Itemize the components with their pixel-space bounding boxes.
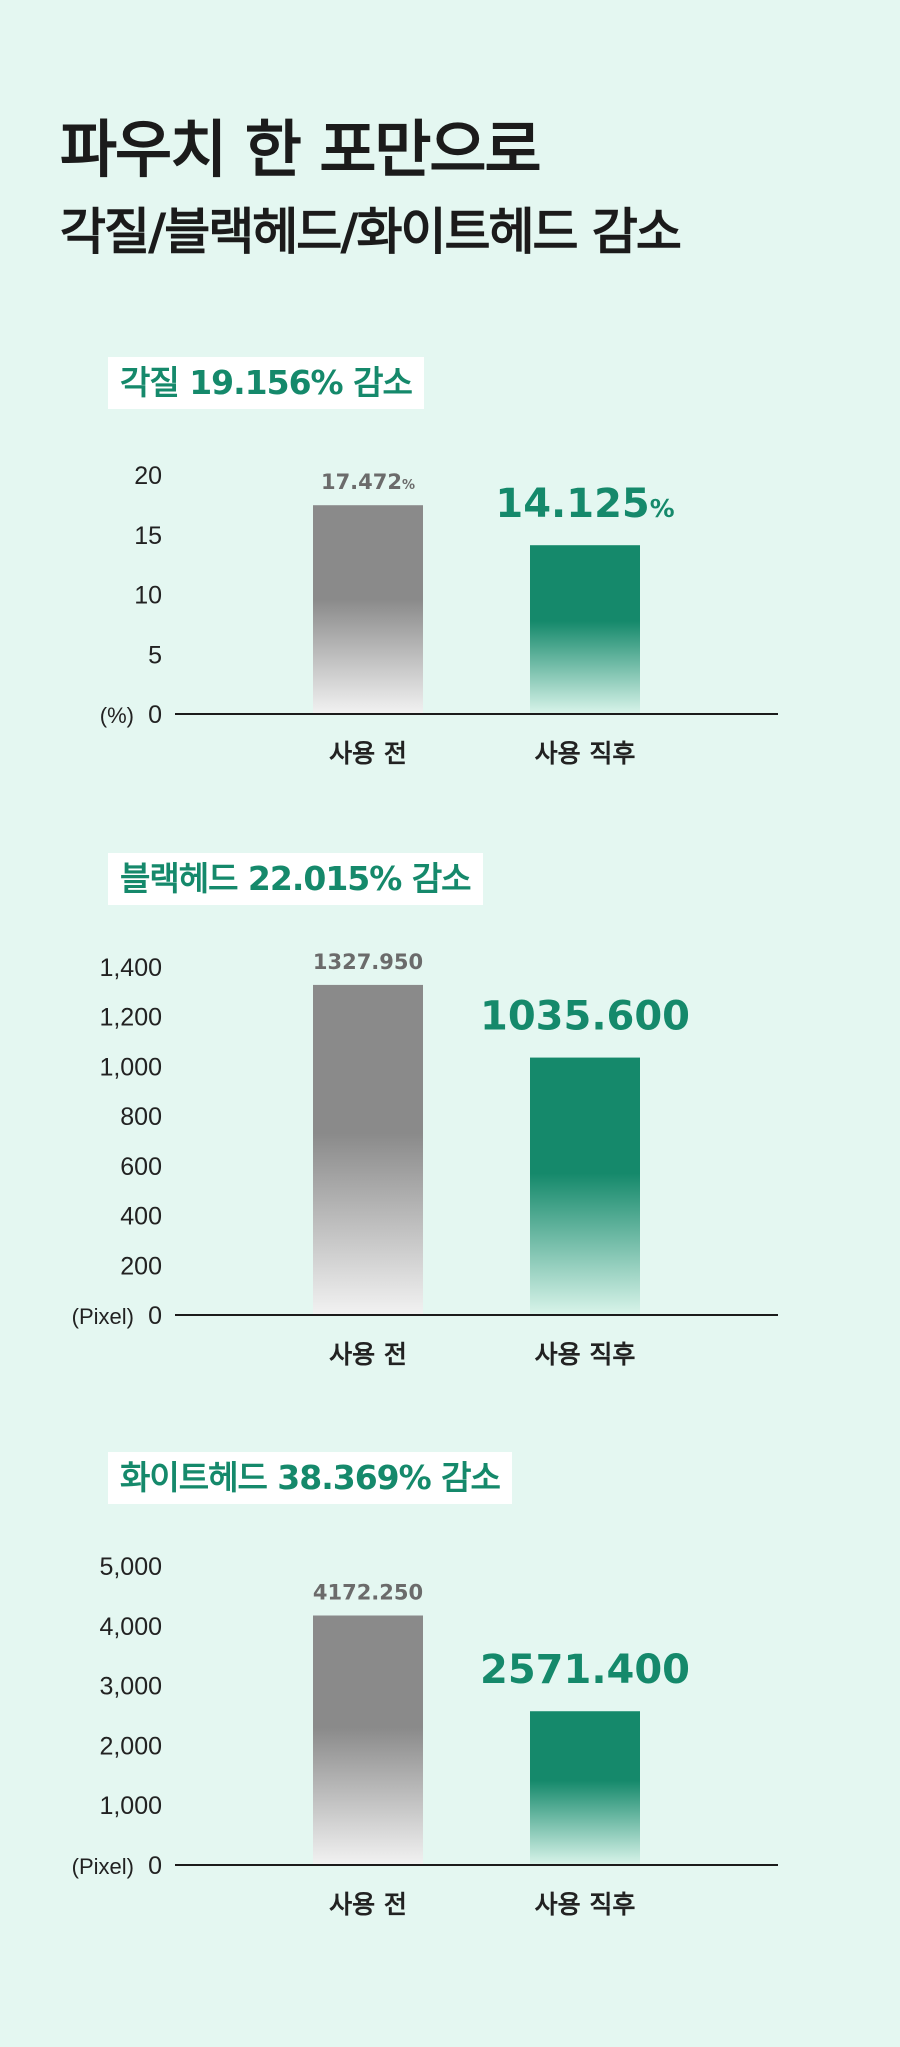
bar-after [530, 1711, 640, 1865]
chart-section-blackhead: 블랙헤드 22.015% 감소 0 200 400 600 800 1,000 1,200 1… [0, 853, 900, 1369]
chart-title: 각질 19.156% 감소 [108, 357, 424, 409]
y-unit-label: (%) [100, 703, 134, 728]
chart-section-whitehead: 화이트헤드 38.369% 감소 0 1,000 2,000 3,000 4,000 5,… [0, 1452, 900, 1932]
chart-title: 화이트헤드 38.369% 감소 [108, 1452, 512, 1504]
y-tick-label: 800 [120, 1103, 162, 1131]
x-category-label: 사용 직후 [535, 739, 636, 768]
y-tick-label: 20 [134, 462, 162, 490]
page-headline: 파우치 한 포만으로 각질/블랙헤드/화이트헤드 감소 [60, 108, 682, 272]
value-label-after: 2571.400 [480, 1647, 690, 1693]
bar-before [313, 1615, 423, 1865]
bar-chart-blackhead: 0 200 400 600 800 1,000 1,200 1,400 (Pixel) 1327.… [72, 950, 778, 1369]
value-label-after: 14.125% [495, 481, 674, 527]
value-label-before: 1327.950 [313, 950, 423, 974]
bar-after [530, 545, 640, 714]
y-tick-label: 1,000 [99, 1053, 162, 1081]
x-category-label: 사용 전 [329, 1890, 407, 1919]
y-unit-label: (Pixel) [72, 1854, 134, 1879]
bar-chart-whitehead: 0 1,000 2,000 3,000 4,000 5,000 (Pixel) 4172.25… [72, 1553, 778, 1919]
y-tick-label: 1,200 [99, 1004, 162, 1032]
value-label-before: 17.472% [321, 470, 415, 494]
y-tick-label: 0 [148, 1852, 162, 1880]
y-unit-label: (Pixel) [72, 1304, 134, 1329]
x-category-label: 사용 직후 [535, 1340, 636, 1369]
bar-after [530, 1057, 640, 1315]
chart-section-keratin: 각질 19.156% 감소 0 5 10 15 20 (%) 17.472% 사용 전 14.1… [0, 357, 900, 837]
y-tick-label: 3,000 [99, 1673, 162, 1701]
headline-line-2: 각질/블랙헤드/화이트헤드 감소 [60, 203, 682, 261]
x-category-label: 사용 직후 [535, 1890, 636, 1919]
y-tick-label: 1,000 [99, 1792, 162, 1820]
chart-title: 블랙헤드 22.015% 감소 [108, 853, 483, 905]
bar-before [313, 505, 423, 714]
y-tick-label: 4,000 [99, 1613, 162, 1641]
y-tick-label: 0 [148, 1302, 162, 1330]
value-label-after: 1035.600 [480, 994, 690, 1040]
y-tick-label: 0 [148, 701, 162, 729]
value-label-before: 4172.250 [313, 1580, 423, 1604]
y-tick-label: 5,000 [99, 1553, 162, 1581]
y-tick-label: 2,000 [99, 1732, 162, 1760]
y-tick-label: 200 [120, 1252, 162, 1280]
y-tick-label: 400 [120, 1203, 162, 1231]
y-tick-label: 1,400 [99, 954, 162, 982]
x-category-label: 사용 전 [329, 1340, 407, 1369]
y-tick-label: 5 [148, 641, 162, 669]
y-tick-label: 10 [134, 582, 162, 610]
bar-before [313, 984, 423, 1315]
bar-chart-keratin: 0 5 10 15 20 (%) 17.472% 사용 전 14.125% 사용 직후 [100, 462, 778, 768]
headline-line-1: 파우치 한 포만으로 [60, 113, 541, 186]
y-tick-label: 15 [134, 522, 162, 550]
y-tick-label: 600 [120, 1153, 162, 1181]
x-category-label: 사용 전 [329, 739, 407, 768]
